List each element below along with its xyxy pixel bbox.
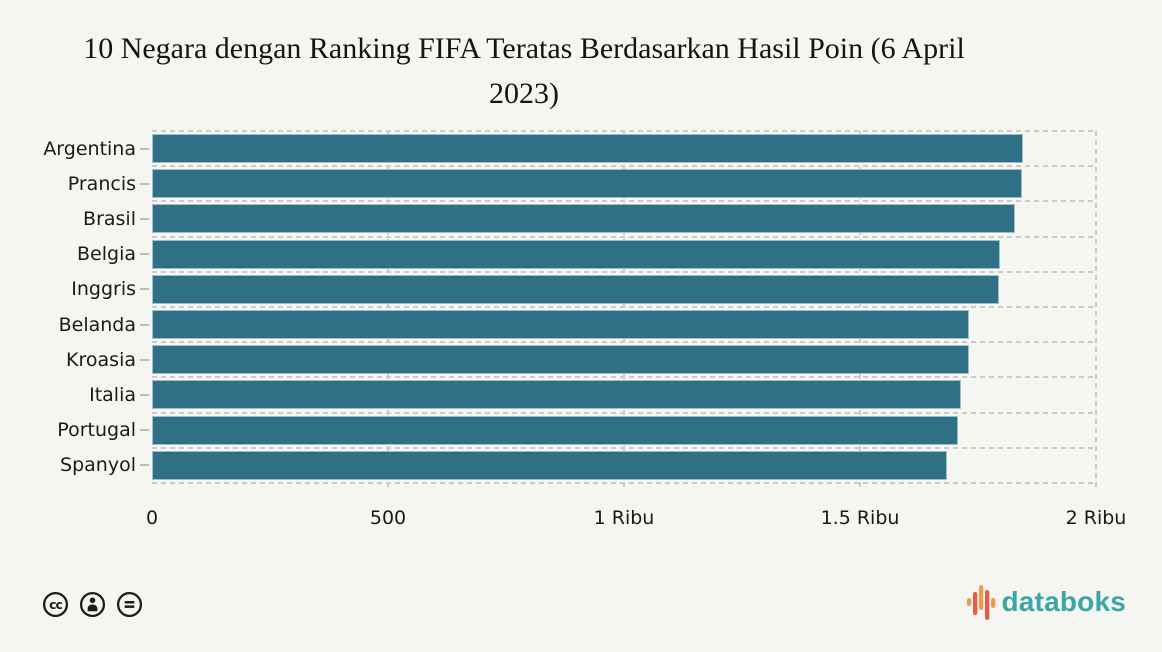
h-gridline bbox=[152, 341, 1096, 344]
y-label-argentina: Argentina bbox=[43, 137, 136, 160]
cc-by-icon[interactable] bbox=[79, 591, 106, 618]
y-label-prancis: Prancis bbox=[67, 172, 136, 195]
bar-inggris[interactable] bbox=[152, 274, 999, 304]
bar-prancis[interactable] bbox=[152, 169, 1023, 199]
bar-spanyol[interactable] bbox=[152, 450, 947, 480]
v-gridline bbox=[1095, 131, 1097, 489]
y-tick bbox=[140, 464, 149, 467]
y-tick bbox=[140, 218, 149, 220]
y-label-belanda: Belanda bbox=[58, 313, 136, 336]
y-tick bbox=[140, 358, 149, 361]
chart-title: 10 Negara dengan Ranking FIFA Teratas Be… bbox=[0, 26, 1048, 116]
bar-belgia[interactable] bbox=[152, 239, 1001, 269]
h-gridline bbox=[152, 411, 1096, 414]
h-gridline bbox=[152, 306, 1096, 308]
x-tick-label: 500 bbox=[369, 507, 407, 529]
h-gridline bbox=[152, 270, 1096, 273]
h-gridline bbox=[152, 165, 1096, 168]
y-tick bbox=[140, 429, 149, 432]
y-tick bbox=[140, 182, 149, 185]
h-gridline bbox=[152, 376, 1096, 379]
y-tick bbox=[140, 323, 149, 326]
bar-portugal[interactable] bbox=[152, 415, 958, 445]
h-gridline bbox=[152, 235, 1096, 238]
svg-text:cc: cc bbox=[49, 597, 62, 612]
databoks-logo[interactable]: databoks bbox=[967, 584, 1126, 620]
y-label-belgia: Belgia bbox=[77, 243, 136, 266]
cc-nd-icon[interactable] bbox=[116, 591, 143, 618]
x-axis: 0 500 1 Ribu 1.5 Ribu 2 Ribu bbox=[146, 507, 1126, 535]
x-tick-label: 2 Ribu bbox=[1065, 507, 1127, 529]
bar-belanda[interactable] bbox=[152, 310, 970, 339]
h-gridline bbox=[152, 482, 1096, 484]
y-label-brasil: Brasil bbox=[83, 207, 136, 230]
x-tick-label: 1.5 Ribu bbox=[820, 507, 900, 529]
bar-argentina[interactable] bbox=[152, 134, 1024, 163]
chart-title-line1: 10 Negara dengan Ranking FIFA Teratas Be… bbox=[83, 32, 965, 65]
h-gridline bbox=[152, 130, 1096, 132]
y-label-portugal: Portugal bbox=[57, 419, 136, 442]
cc-icon[interactable]: cc bbox=[42, 591, 69, 618]
bar-italia[interactable] bbox=[152, 380, 961, 410]
databoks-logo-icon bbox=[967, 584, 996, 620]
y-label-inggris: Inggris bbox=[71, 278, 136, 301]
y-label-spanyol: Spanyol bbox=[60, 454, 136, 477]
databoks-wordmark: databoks bbox=[1001, 586, 1126, 617]
bar-brasil[interactable] bbox=[152, 204, 1015, 234]
plot-area: Argentina Prancis Brasil Belgia Inggris Belan… bbox=[43, 130, 1097, 489]
h-gridline bbox=[152, 446, 1096, 449]
chart-title-line2: 2023) bbox=[489, 77, 559, 110]
y-label-kroasia: Kroasia bbox=[66, 348, 136, 371]
license-badge[interactable]: cc bbox=[42, 591, 143, 618]
y-tick bbox=[140, 288, 149, 291]
x-tick-label: 1 Ribu bbox=[593, 507, 655, 529]
y-tick bbox=[140, 253, 149, 256]
bar-kroasia[interactable] bbox=[152, 345, 969, 375]
y-label-italia: Italia bbox=[89, 383, 136, 406]
y-tick bbox=[140, 147, 149, 150]
x-tick-label: 0 bbox=[145, 507, 159, 529]
y-tick bbox=[140, 394, 149, 396]
h-gridline bbox=[152, 200, 1096, 203]
